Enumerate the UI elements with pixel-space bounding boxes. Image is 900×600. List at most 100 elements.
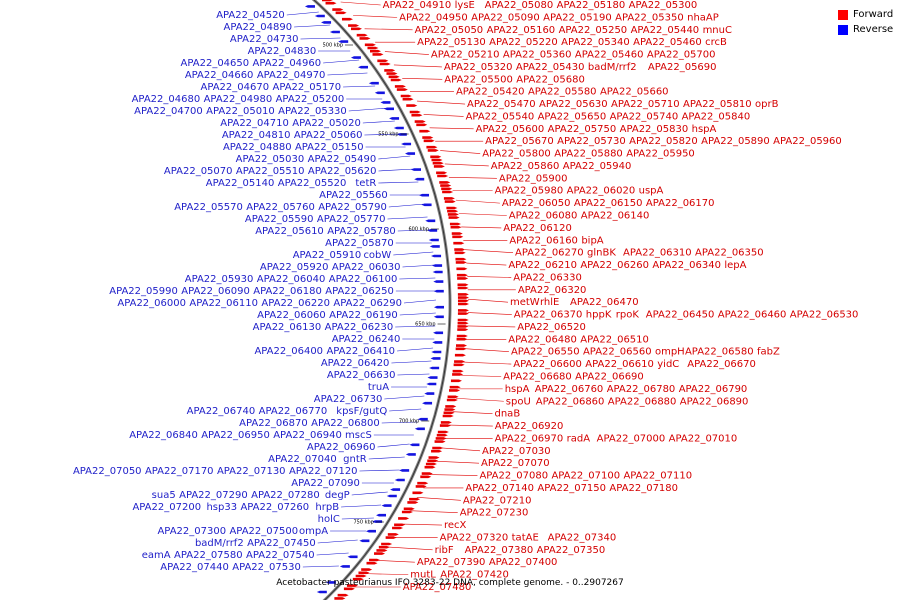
reverse-gene-label[interactable]: APA22_04670 [200, 82, 269, 93]
forward-gene-label[interactable]: APA22_05820 [629, 136, 698, 147]
reverse-gene-label[interactable]: hrpB [315, 502, 339, 513]
forward-gene-label[interactable]: APA22_05670 [485, 136, 554, 147]
reverse-gene-label[interactable]: APA22_04890 [223, 22, 292, 33]
reverse-gene-label[interactable]: APA22_06870 [239, 418, 308, 429]
forward-gene-label[interactable]: oprB [755, 99, 779, 110]
reverse-gene-label[interactable]: APA22_05030 [236, 154, 305, 165]
reverse-gene-label[interactable]: kpsF/gutQ [336, 406, 387, 417]
forward-gene-label[interactable]: bipA [581, 235, 603, 246]
reverse-gene-label[interactable]: APA22_06400 [254, 346, 323, 357]
forward-gene-label[interactable]: APA22_05730 [557, 136, 626, 147]
forward-gene-label[interactable]: APA22_05710 [611, 99, 680, 110]
forward-gene-label[interactable]: tatAE [512, 532, 539, 543]
reverse-gene-label[interactable]: APA22_05070 [164, 166, 233, 177]
forward-gene-label[interactable]: APA22_06210 [508, 260, 577, 271]
reverse-gene-label[interactable]: APA22_04960 [253, 58, 322, 69]
reverse-gene-label[interactable]: APA22_05520 [278, 178, 347, 189]
forward-gene-label[interactable]: APA22_06610 [585, 359, 654, 370]
forward-gene-label[interactable]: APA22_06330 [513, 272, 582, 283]
forward-gene-label[interactable]: APA22_05700 [647, 50, 716, 61]
reverse-gene-label[interactable]: APA22_05060 [294, 130, 363, 141]
reverse-gene-label[interactable]: APA22_07130 [217, 466, 286, 477]
forward-gene-label[interactable]: APA22_05980 [495, 186, 564, 197]
forward-gene-label[interactable]: APA22_06550 [511, 347, 580, 358]
forward-gene-label[interactable]: APA22_06760 [535, 384, 604, 395]
reverse-gene-label[interactable]: APA22_05760 [246, 202, 315, 213]
reverse-gene-label[interactable]: APA22_04710 [220, 118, 289, 129]
forward-gene-label[interactable]: recX [444, 520, 467, 531]
forward-gene-label[interactable]: APA22_05470 [467, 99, 536, 110]
reverse-gene-label[interactable]: APA22_05570 [174, 202, 243, 213]
reverse-gene-label[interactable]: APA22_05510 [236, 166, 305, 177]
forward-gene-label[interactable]: crcB [705, 37, 727, 48]
reverse-gene-label[interactable]: APA22_07280 [251, 490, 320, 501]
forward-gene-label[interactable]: mnuC [703, 25, 732, 36]
forward-gene-label[interactable]: APA22_05690 [648, 62, 717, 73]
forward-gene-label[interactable]: APA22_05320 [444, 62, 513, 73]
reverse-gene-label[interactable]: APA22_05490 [308, 154, 377, 165]
reverse-gene-label[interactable]: APA22_04880 [223, 142, 292, 153]
forward-gene-label[interactable]: APA22_07320 [440, 532, 509, 543]
forward-gene-label[interactable]: APA22_05430 [516, 62, 585, 73]
reverse-gene-label[interactable]: APA22_07260 [240, 502, 309, 513]
reverse-gene-label[interactable]: APA22_05170 [272, 82, 341, 93]
forward-gene-label[interactable]: rpoK [616, 310, 640, 321]
reverse-gene-label[interactable]: APA22_05560 [319, 190, 388, 201]
forward-gene-label[interactable]: mutL [410, 570, 436, 581]
forward-gene-label[interactable]: APA22_05660 [600, 87, 669, 98]
reverse-gene-label[interactable]: APA22_07540 [246, 550, 315, 561]
forward-gene-label[interactable]: APA22_05650 [538, 111, 607, 122]
forward-gene-label[interactable]: APA22_05300 [629, 0, 698, 11]
forward-gene-label[interactable]: APA22_06690 [575, 371, 644, 382]
reverse-gene-label[interactable]: APA22_06630 [327, 370, 396, 381]
reverse-gene-label[interactable]: APA22_04730 [230, 34, 299, 45]
reverse-gene-label[interactable]: APA22_05920 [260, 262, 329, 273]
reverse-gene-label[interactable]: APA22_04830 [248, 46, 317, 57]
forward-gene-label[interactable]: radA [567, 433, 591, 444]
forward-gene-label[interactable]: APA22_06780 [607, 384, 676, 395]
reverse-gene-label[interactable]: APA22_05140 [206, 178, 275, 189]
forward-gene-label[interactable]: APA22_06020 [567, 186, 636, 197]
forward-gene-label[interactable]: APA22_05340 [561, 37, 630, 48]
forward-gene-label[interactable]: APA22_06450 [646, 310, 715, 321]
reverse-gene-label[interactable]: APA22_06090 [181, 286, 250, 297]
forward-gene-label[interactable]: APA22_07480 [403, 582, 472, 593]
reverse-gene-label[interactable]: APA22_07450 [247, 538, 316, 549]
reverse-gene-label[interactable]: APA22_06420 [321, 358, 390, 369]
reverse-gene-label[interactable]: APA22_05200 [276, 94, 345, 105]
reverse-gene-label[interactable]: APA22_06290 [333, 298, 402, 309]
reverse-gene-label[interactable]: APA22_07290 [179, 490, 248, 501]
reverse-gene-label[interactable]: APA22_07300 [157, 526, 226, 537]
forward-gene-label[interactable]: metW [510, 297, 540, 308]
forward-gene-label[interactable]: APA22_07100 [551, 471, 620, 482]
forward-gene-label[interactable]: APA22_07420 [440, 570, 509, 581]
reverse-gene-label[interactable]: APA22_06220 [261, 298, 330, 309]
forward-gene-label[interactable]: APA22_06510 [580, 334, 649, 345]
forward-gene-label[interactable]: APA22_05420 [456, 87, 525, 98]
reverse-gene-label[interactable]: APA22_05620 [308, 166, 377, 177]
forward-gene-label[interactable]: APA22_05180 [557, 0, 626, 11]
reverse-gene-label[interactable]: APA22_04970 [257, 70, 326, 81]
reverse-gene-label[interactable]: APA22_05770 [317, 214, 386, 225]
reverse-gene-label[interactable]: APA22_07200 [132, 502, 201, 513]
forward-gene-label[interactable]: APA22_06580 [685, 347, 754, 358]
forward-gene-label[interactable]: APA22_06150 [574, 198, 643, 209]
reverse-gene-label[interactable]: APA22_07440 [160, 562, 229, 573]
forward-gene-label[interactable]: APA22_06890 [680, 396, 749, 407]
forward-gene-label[interactable]: nhaAP [687, 12, 719, 23]
forward-gene-label[interactable]: APA22_06470 [570, 297, 639, 308]
forward-gene-label[interactable]: APA22_05540 [466, 111, 535, 122]
forward-gene-label[interactable]: APA22_06880 [608, 396, 677, 407]
reverse-gene-label[interactable]: hsp33 [206, 502, 237, 513]
forward-gene-label[interactable]: APA22_05750 [548, 124, 617, 135]
reverse-gene-label[interactable]: gntR [343, 454, 367, 465]
reverse-gene-label[interactable]: APA22_06110 [189, 298, 258, 309]
forward-gene-label[interactable]: APA22_06520 [517, 322, 586, 333]
forward-gene-label[interactable]: APA22_06170 [646, 198, 715, 209]
reverse-gene-label[interactable]: APA22_06770 [259, 406, 328, 417]
forward-gene-label[interactable]: hppK [586, 310, 612, 321]
reverse-gene-label[interactable]: APA22_06840 [129, 430, 198, 441]
forward-gene-label[interactable]: APA22_06600 [513, 359, 582, 370]
forward-gene-label[interactable]: APA22_05090 [471, 12, 540, 23]
reverse-gene-label[interactable]: APA22_06100 [329, 274, 398, 285]
